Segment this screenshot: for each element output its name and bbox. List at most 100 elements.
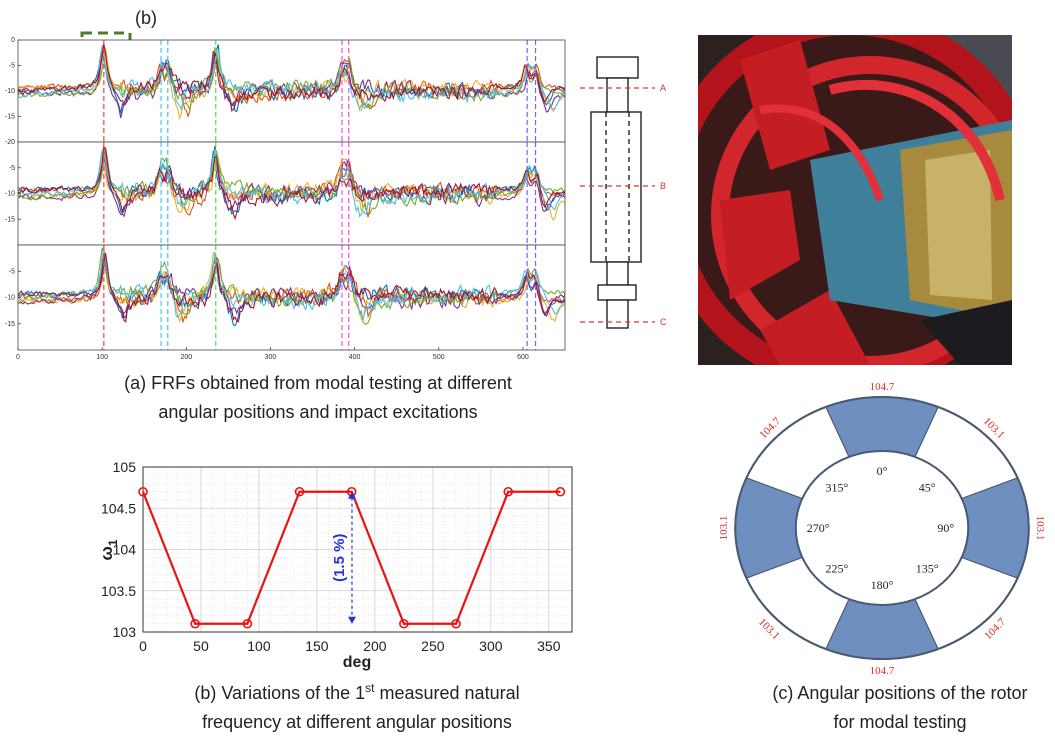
data-point (190, 618, 200, 629)
x-tick-label: 200 (363, 638, 387, 654)
caption-line: frequency at different angular positions (202, 712, 512, 732)
frf-curve (18, 44, 565, 113)
x-axis-label: deg (343, 654, 371, 671)
x-tick-label: 0 (139, 638, 147, 654)
sector-angle: 135° (916, 561, 939, 575)
frf-curve (18, 46, 565, 112)
y-tick-label: -15 (5, 321, 15, 328)
sector-angle: 180° (871, 578, 894, 592)
caption-line: (a) FRFs obtained from modal testing at … (124, 373, 512, 393)
sector-angle: 90° (937, 521, 954, 535)
rotor-collar (597, 284, 637, 301)
x-tick-label: 400 (349, 354, 361, 361)
x-tick-label: 300 (479, 638, 503, 654)
x-tick-label: 500 (433, 354, 445, 361)
sector-angle: 270° (807, 521, 830, 535)
y-tick-label: -10 (5, 295, 15, 302)
x-tick-label: 100 (96, 354, 108, 361)
caption-text: (b) Variations of the 1 (194, 683, 365, 703)
x-tick-label: 350 (537, 638, 561, 654)
rotor-body (590, 111, 642, 263)
ring-outer-edge (734, 396, 1030, 660)
section-label: C (660, 317, 667, 327)
y-tick-label: 104.5 (101, 500, 136, 516)
sector-divider (914, 598, 939, 650)
data-point (503, 486, 514, 497)
sector-divider (746, 556, 803, 579)
caption-line: for modal testing (833, 712, 966, 732)
sector-frequency: 104.7 (870, 665, 895, 677)
data-point (555, 486, 566, 497)
sector-divider (961, 477, 1018, 500)
section-lines (580, 87, 655, 323)
data-point (399, 618, 409, 629)
sector-frequency: 103.1 (718, 516, 730, 541)
y-tick-label: -5 (9, 268, 15, 275)
rotor-shaft (606, 77, 629, 113)
sector-divider (825, 598, 850, 650)
sector-frequency: 104.7 (870, 381, 895, 393)
frf-subplot (18, 245, 565, 350)
caption-text: measured natural (375, 683, 520, 703)
data-point (138, 486, 148, 497)
frf-curve (18, 146, 565, 221)
zoom-label: (b) (135, 8, 157, 28)
section-label: A (660, 83, 666, 93)
rotor-photo (698, 35, 1012, 365)
y-tick-label: -5 (9, 165, 15, 172)
y-axis-symbol: ω (97, 546, 116, 560)
arrow-head (348, 616, 356, 624)
section-label: B (660, 181, 666, 191)
sector-divider (914, 406, 939, 458)
caption-line: angular positions and impact excitations (158, 402, 477, 422)
y-tick-label: -15 (5, 216, 15, 223)
y-tick-label: -10 (5, 88, 15, 95)
x-tick-label: 100 (247, 638, 271, 654)
section-labels: A B C (660, 83, 667, 327)
y-tick-label: -5 (9, 63, 15, 70)
caption-sup: st (365, 681, 375, 695)
data-line (141, 490, 561, 625)
y-tick-label: 104 (113, 542, 137, 558)
sector-divider (746, 477, 803, 500)
sector-angle: 225° (825, 561, 848, 575)
y-axis-sub: 1 (106, 539, 120, 546)
x-tick-label: 250 (421, 638, 445, 654)
rotor-shaft (606, 261, 629, 286)
annotation: (1.5 %) (331, 534, 348, 582)
rotor-cap (596, 56, 639, 79)
ring-inner (794, 450, 970, 606)
x-tick-label: 600 (517, 354, 529, 361)
sector-divider (961, 556, 1018, 579)
x-tick-label: 200 (180, 354, 192, 361)
rotor-shaft (606, 299, 629, 329)
x-tick-label: 0 (16, 354, 20, 361)
y-tick-label: 103.5 (101, 583, 136, 599)
frf-subplot (18, 40, 565, 142)
y-axis-label: ω1 (97, 539, 120, 560)
y-tick-label: -20 (5, 139, 15, 146)
y-tick-label: 105 (113, 459, 137, 475)
sector-frequency: 103.1 (1034, 516, 1046, 541)
y-tick-label: -15 (5, 114, 15, 121)
data-point (242, 618, 253, 629)
sector-angle: 45° (919, 481, 936, 495)
x-tick-label: 50 (193, 638, 209, 654)
frf-curve (18, 252, 565, 323)
x-tick-label: 150 (305, 638, 329, 654)
arrow-head (348, 491, 356, 499)
caption-line: (c) Angular positions of the rotor (772, 683, 1027, 703)
plot-frame (142, 466, 573, 633)
data-point (294, 486, 305, 497)
data-point (451, 618, 461, 629)
sector-angle: 0° (877, 464, 888, 478)
frf-curve (18, 150, 565, 222)
frf-subplot (18, 142, 565, 245)
y-tick-label: 0 (11, 37, 15, 44)
x-tick-label: 300 (265, 354, 277, 361)
rotor-diagram (590, 56, 642, 329)
frf-curve (18, 148, 565, 218)
sector-angle: 315° (825, 481, 848, 495)
sector-divider (825, 406, 850, 458)
